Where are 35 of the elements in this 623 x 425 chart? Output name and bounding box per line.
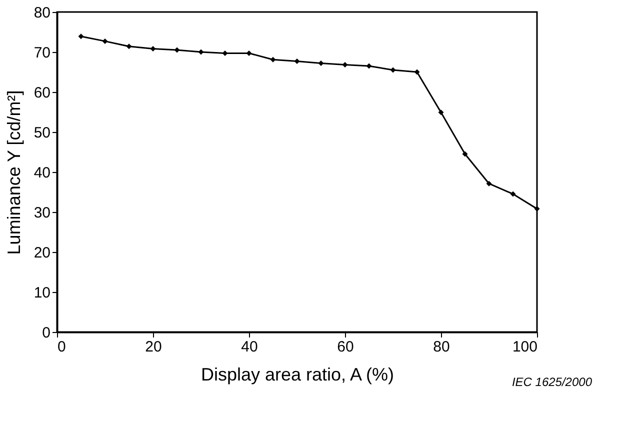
point	[318, 60, 324, 66]
point	[102, 38, 108, 44]
point	[294, 58, 300, 64]
x-tick-label: 80	[433, 338, 450, 356]
y-tick-label: 50	[34, 124, 50, 142]
point	[438, 110, 444, 116]
point	[270, 56, 276, 62]
y-tick-label: 10	[34, 284, 50, 302]
text: IEC 1625/2000	[512, 375, 592, 389]
y-tick-label: 0	[42, 324, 50, 342]
y-tick-label: 80	[34, 4, 50, 22]
x-tick-label: 20	[145, 338, 162, 356]
x-tick-label: 40	[241, 338, 258, 356]
point	[150, 46, 156, 52]
x-tick-label: 60	[337, 338, 354, 356]
point	[390, 67, 396, 73]
y-axis-title: Luminance Y [cd/m²]	[4, 90, 24, 255]
y-tick-label: 70	[34, 44, 50, 62]
x-tick-label: 100	[512, 338, 538, 356]
point	[78, 34, 84, 40]
x-axis-title: Display area ratio, A (%)	[200, 364, 394, 384]
point	[486, 180, 492, 186]
point	[198, 49, 204, 55]
point	[174, 47, 180, 53]
y-tick-label: 40	[34, 164, 50, 182]
point	[510, 191, 516, 197]
point	[462, 151, 468, 157]
point	[342, 62, 348, 68]
y-tick-label: 20	[34, 244, 50, 262]
point	[366, 63, 372, 69]
x-tick-label: 0	[58, 338, 66, 356]
point	[414, 69, 420, 75]
point	[126, 44, 132, 50]
y-tick-label: 30	[34, 204, 50, 222]
y-tick-label: 60	[34, 84, 50, 102]
